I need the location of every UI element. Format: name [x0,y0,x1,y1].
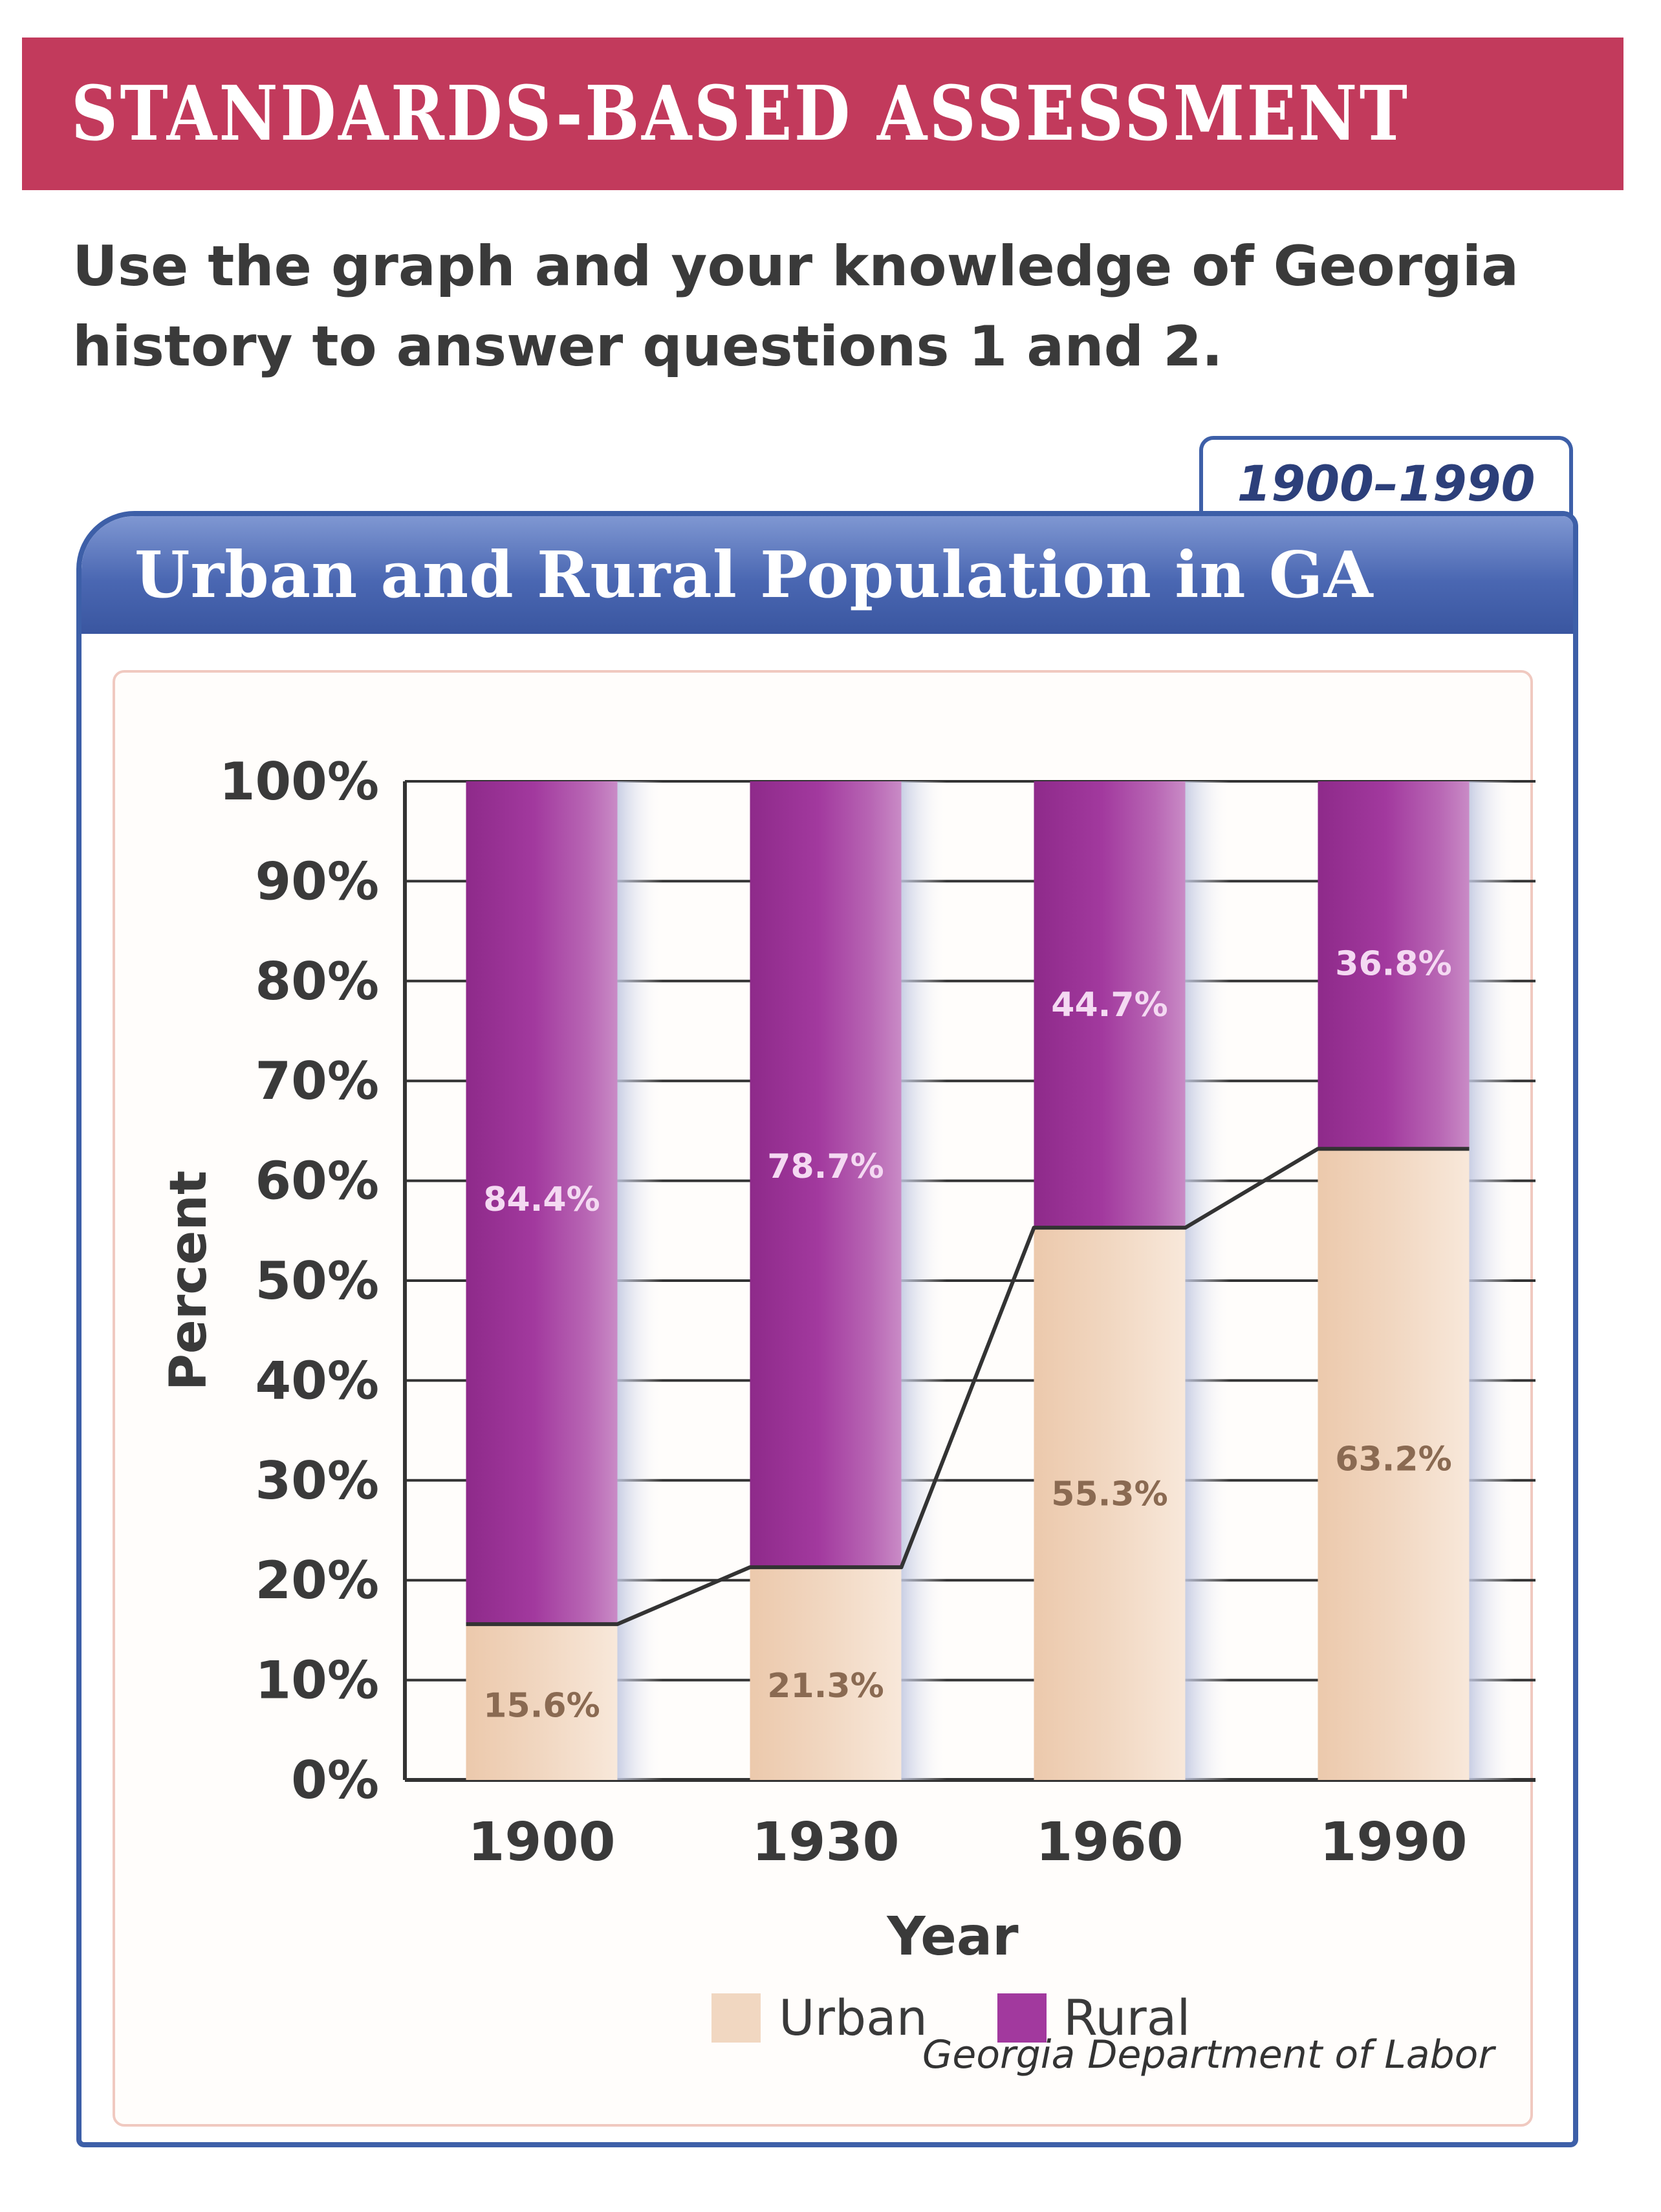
rural-bar-1960 [1034,781,1186,1228]
stacked-bar-chart: 0% 10% 20% 30% 40% 50% 60% 70% 80% 90% 100% Percent… [160,752,1536,2046]
x-tick-label: 1960 [1036,1812,1183,1873]
urban-data-label: 15.6% [483,1687,600,1726]
bar-shadow-1960 [1185,781,1231,1780]
y-tick-label: 10% [255,1651,379,1711]
chart-title-bar: Urban and Rural Population in GA [81,516,1573,634]
rural-bar-1990 [1318,781,1470,1149]
instructions-text: Use the graph and your knowledge of Geor… [72,234,1519,379]
banner-title: STANDARDS-BASED ASSESSMENT [71,70,1410,158]
legend-label-urban: Urban [779,1989,928,2046]
bar-shadow-1930 [901,781,947,1780]
y-tick-label: 30% [255,1451,379,1511]
rural-bar-1930 [750,781,902,1568]
y-tick-label: 80% [255,951,379,1012]
y-tick-label: 40% [255,1350,379,1411]
bar-shadow-1900 [617,781,663,1780]
urban-bar-1960 [1034,1228,1186,1780]
y-tick-label: 70% [255,1051,379,1111]
legend-swatch-rural [997,1993,1047,2043]
urban-bar-1900 [466,1624,618,1780]
rural-data-label: 84.4% [483,1180,600,1219]
rural-bar-1900 [466,781,618,1625]
x-tick-label: 1990 [1319,1812,1467,1873]
source-credit: Georgia Department of Labor [922,2032,1494,2077]
urban-data-label: 21.3% [767,1667,884,1706]
y-tick-label: 50% [255,1251,379,1311]
urban-trend-line [466,1147,1470,1627]
chart-card: Urban and Rural Population in GA 0% 10% 20… [76,511,1578,2147]
x-tick-label: 1900 [468,1812,615,1873]
urban-bar-1990 [1318,1149,1470,1780]
assessment-banner: STANDARDS-BASED ASSESSMENT [22,38,1623,190]
y-tick-label: 90% [255,851,379,911]
rural-data-label: 36.8% [1335,945,1451,984]
x-axis-label: Year [886,1906,1019,1968]
bar-shadow-1990 [1469,781,1515,1780]
y-tick-label: 0% [291,1750,379,1810]
urban-data-label: 63.2% [1335,1440,1451,1479]
y-tick-label: 20% [255,1550,379,1610]
y-tick-label: 60% [255,1151,379,1211]
plot-panel: 0% 10% 20% 30% 40% 50% 60% 70% 80% 90% 100% Percent… [113,670,1536,2127]
y-axis-label: Percent [160,1171,218,1391]
legend-swatch-urban [711,1993,761,2043]
x-tick-label: 1930 [752,1812,899,1873]
rural-data-label: 44.7% [1051,986,1167,1025]
chart-title: Urban and Rural Population in GA [135,537,1374,613]
urban-data-label: 55.3% [1051,1475,1167,1513]
y-tick-label: 100% [219,752,379,812]
legend-label-rural: Rural [1063,1989,1191,2046]
urban-bar-1930 [750,1567,902,1780]
rural-data-label: 78.7% [767,1147,884,1186]
